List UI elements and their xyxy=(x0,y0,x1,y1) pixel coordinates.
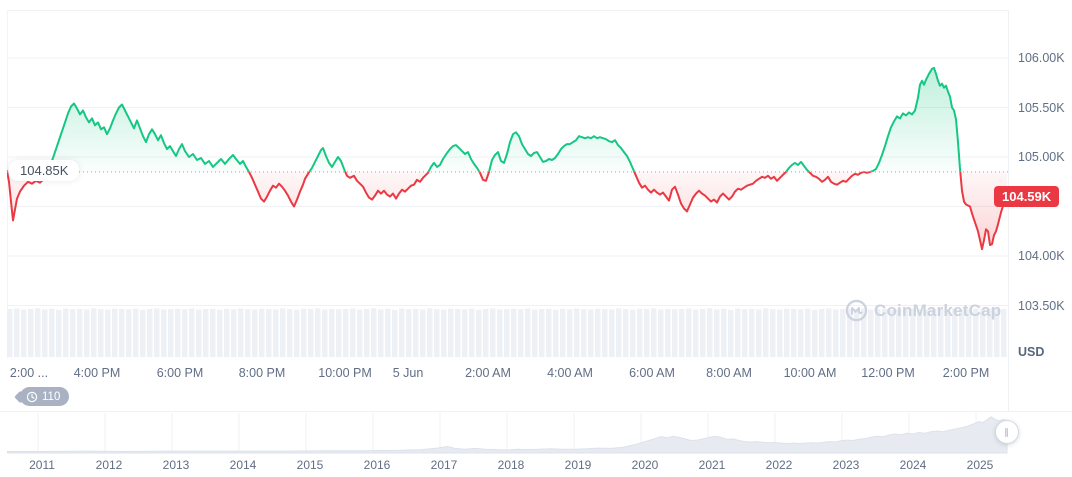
x-axis-tick: 6:00 AM xyxy=(629,366,675,380)
x-axis-tick: 2:00 ... xyxy=(9,366,49,380)
x-axis-tick: 2:00 PM xyxy=(942,366,990,380)
minimap-year-label: 2012 xyxy=(95,458,123,472)
minimap-year-label: 2018 xyxy=(497,458,525,472)
x-axis-tick: 8:00 PM xyxy=(238,366,286,380)
x-axis-tick: 10:00 PM xyxy=(318,366,372,380)
watchers-count: 110 xyxy=(42,390,61,403)
baseline-price-label: 104.85K xyxy=(9,160,80,181)
x-axis-tick: 5 Jun xyxy=(392,366,424,380)
y-axis-tick: 105.00K xyxy=(1018,150,1065,164)
chart-left-border xyxy=(7,10,8,358)
y-axis-tick: 104.00K xyxy=(1018,249,1065,263)
minimap-year-label: 2020 xyxy=(631,458,659,472)
currency-unit-label: USD xyxy=(1018,345,1045,359)
y-axis-tick: 103.50K xyxy=(1018,298,1065,313)
minimap-year-label: 2019 xyxy=(564,458,592,472)
x-axis-tick: 6:00 PM xyxy=(156,366,204,380)
watermark-text: CoinMarketCap xyxy=(874,300,1002,320)
minimap-top-border xyxy=(0,411,1072,412)
price-line-green xyxy=(7,66,962,172)
minimap-year-label: 2021 xyxy=(698,458,726,472)
minimap-year-label: 2017 xyxy=(430,458,458,472)
watermark: CoinMarketCap xyxy=(845,299,1001,322)
minimap-year-label: 2015 xyxy=(296,458,324,472)
main-price-chart[interactable] xyxy=(7,10,1008,358)
y-axis-tick: 106.00K xyxy=(1018,51,1065,65)
x-axis-tick: 4:00 PM xyxy=(73,366,121,380)
volume-bars xyxy=(7,308,1007,357)
minimap-year-label: 2023 xyxy=(832,458,860,472)
minimap-year-label: 2024 xyxy=(899,458,927,472)
coinmarketcap-logo-icon xyxy=(845,299,868,322)
chart-top-border xyxy=(7,10,1008,11)
x-axis-tick: 8:00 AM xyxy=(706,366,752,380)
watchers-pill[interactable]: 110 xyxy=(20,387,70,406)
x-axis-tick: 12:00 PM xyxy=(861,366,915,380)
minimap-range-handle[interactable]: ∥ xyxy=(995,420,1019,444)
minimap-year-label: 2022 xyxy=(765,458,793,472)
x-axis-tick: 4:00 AM xyxy=(547,366,593,380)
minimap-year-label: 2014 xyxy=(229,458,257,472)
minimap-history-area xyxy=(7,416,1008,454)
x-axis-tick: 10:00 AM xyxy=(783,366,837,380)
minimap-year-label: 2025 xyxy=(966,458,994,472)
clock-icon xyxy=(26,391,38,402)
x-axis-tick: 2:00 AM xyxy=(465,366,511,380)
price-area-above-baseline xyxy=(7,67,961,172)
y-axis-tick: 105.50K xyxy=(1018,100,1065,115)
y-axis-line xyxy=(1008,10,1009,411)
minimap-year-label: 2011 xyxy=(29,458,55,472)
current-price-badge: 104.59K xyxy=(994,186,1060,207)
minimap-year-label: 2013 xyxy=(162,458,190,472)
minimap-year-label: 2016 xyxy=(363,458,391,472)
timeline-minimap[interactable] xyxy=(7,412,1008,454)
